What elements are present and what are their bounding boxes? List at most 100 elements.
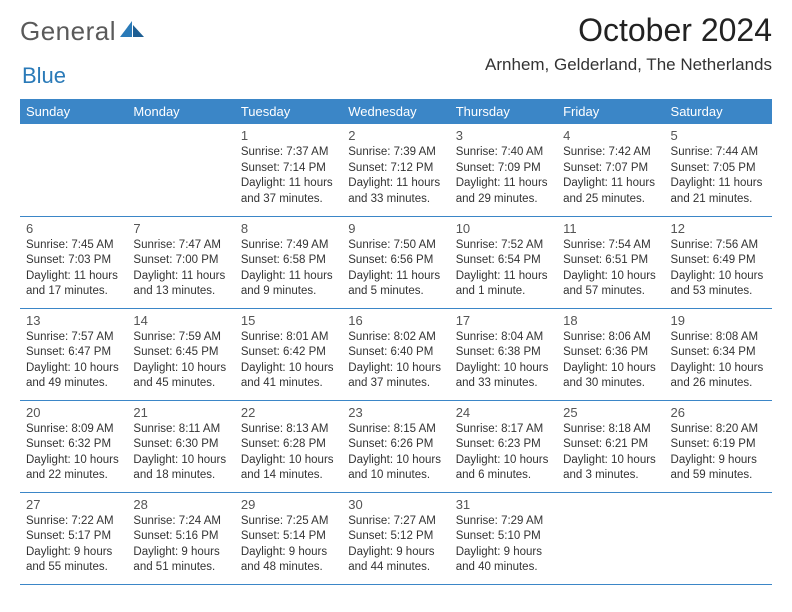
day-number: 22: [241, 405, 336, 420]
sunset-line: Sunset: 6:28 PM: [241, 437, 336, 453]
daylight-line: Daylight: 10 hours and 41 minutes.: [241, 361, 336, 392]
empty-cell: [665, 492, 772, 584]
day-number: 24: [456, 405, 551, 420]
daylight-line: Daylight: 10 hours and 18 minutes.: [133, 453, 228, 484]
daylight-line: Daylight: 10 hours and 33 minutes.: [456, 361, 551, 392]
sunrise-line: Sunrise: 7:25 AM: [241, 514, 336, 530]
sunrise-line: Sunrise: 7:59 AM: [133, 330, 228, 346]
daylight-line: Daylight: 9 hours and 44 minutes.: [348, 545, 443, 576]
sunrise-line: Sunrise: 8:01 AM: [241, 330, 336, 346]
sunrise-line: Sunrise: 8:13 AM: [241, 422, 336, 438]
logo-blue: Blue: [22, 63, 66, 89]
dayname-sat: Saturday: [665, 99, 772, 124]
week-row: 1Sunrise: 7:37 AMSunset: 7:14 PMDaylight…: [20, 124, 772, 216]
logo-general: General: [20, 16, 116, 47]
daylight-line: Daylight: 10 hours and 57 minutes.: [563, 269, 658, 300]
sunset-line: Sunset: 7:03 PM: [26, 253, 121, 269]
day-number: 20: [26, 405, 121, 420]
sunset-line: Sunset: 6:26 PM: [348, 437, 443, 453]
day-number: 15: [241, 313, 336, 328]
day-cell: 28Sunrise: 7:24 AMSunset: 5:16 PMDayligh…: [127, 492, 234, 584]
dayname-sun: Sunday: [20, 99, 127, 124]
daylight-line: Daylight: 10 hours and 6 minutes.: [456, 453, 551, 484]
day-cell: 25 Sunrise: 8:18 AMSunset: 6:21 PMDayligh…: [557, 400, 664, 492]
sunrise-line: Sunrise: 7:42 AM: [563, 145, 658, 161]
day-number: 31: [456, 497, 551, 512]
day-cell: 20Sunrise: 8:09 AMSunset: 6:32 PMDayligh…: [20, 400, 127, 492]
sunrise-line: Sunrise: 8:02 AM: [348, 330, 443, 346]
day-number: 4: [563, 128, 658, 143]
sunrise-line: Sunrise: 7:49 AM: [241, 238, 336, 254]
daylight-line: Daylight: 10 hours and 53 minutes.: [671, 269, 766, 300]
sunset-line: Sunset: 5:17 PM: [26, 529, 121, 545]
day-number: 25: [563, 405, 658, 420]
day-number: 26: [671, 405, 766, 420]
sunrise-line: Sunrise: 7:47 AM: [133, 238, 228, 254]
sunrise-line: Sunrise: 8:09 AM: [26, 422, 121, 438]
sunset-line: Sunset: 6:19 PM: [671, 437, 766, 453]
sunset-line: Sunset: 6:34 PM: [671, 345, 766, 361]
day-cell: 30Sunrise: 7:27 AMSunset: 5:12 PMDayligh…: [342, 492, 449, 584]
day-number: 12: [671, 221, 766, 236]
daylight-line: Daylight: 11 hours and 9 minutes.: [241, 269, 336, 300]
sunrise-line: Sunrise: 8:18 AM: [563, 422, 658, 438]
sunset-line: Sunset: 6:23 PM: [456, 437, 551, 453]
week-row: 13Sunrise: 7:57 AMSunset: 6:47 PMDayligh…: [20, 308, 772, 400]
daylight-line: Daylight: 11 hours and 25 minutes.: [563, 176, 658, 207]
sunrise-line: Sunrise: 7:45 AM: [26, 238, 121, 254]
day-number: 16: [348, 313, 443, 328]
sunrise-line: Sunrise: 7:57 AM: [26, 330, 121, 346]
daylight-line: Daylight: 11 hours and 1 minute.: [456, 269, 551, 300]
day-number: 23: [348, 405, 443, 420]
sunrise-line: Sunrise: 8:11 AM: [133, 422, 228, 438]
sunset-line: Sunset: 7:07 PM: [563, 161, 658, 177]
sunrise-line: Sunrise: 7:27 AM: [348, 514, 443, 530]
daylight-line: Daylight: 10 hours and 22 minutes.: [26, 453, 121, 484]
sunset-line: Sunset: 7:09 PM: [456, 161, 551, 177]
day-cell: 13Sunrise: 7:57 AMSunset: 6:47 PMDayligh…: [20, 308, 127, 400]
dayname-fri: Friday: [557, 99, 664, 124]
day-cell: 17Sunrise: 8:04 AMSunset: 6:38 PMDayligh…: [450, 308, 557, 400]
sunrise-line: Sunrise: 7:50 AM: [348, 238, 443, 254]
sunset-line: Sunset: 6:56 PM: [348, 253, 443, 269]
day-number: 19: [671, 313, 766, 328]
dayname-mon: Monday: [127, 99, 234, 124]
daylight-line: Daylight: 10 hours and 30 minutes.: [563, 361, 658, 392]
sunset-line: Sunset: 6:51 PM: [563, 253, 658, 269]
daylight-line: Daylight: 11 hours and 13 minutes.: [133, 269, 228, 300]
daylight-line: Daylight: 9 hours and 48 minutes.: [241, 545, 336, 576]
day-cell: 23Sunrise: 8:15 AMSunset: 6:26 PMDayligh…: [342, 400, 449, 492]
day-cell: 2Sunrise: 7:39 AMSunset: 7:12 PMDaylight…: [342, 124, 449, 216]
daylight-line: Daylight: 11 hours and 37 minutes.: [241, 176, 336, 207]
dayname-wed: Wednesday: [342, 99, 449, 124]
sunset-line: Sunset: 5:16 PM: [133, 529, 228, 545]
day-cell: 18Sunrise: 8:06 AMSunset: 6:36 PMDayligh…: [557, 308, 664, 400]
daylight-line: Daylight: 10 hours and 3 minutes.: [563, 453, 658, 484]
day-number: 14: [133, 313, 228, 328]
empty-cell: [20, 124, 127, 216]
sunset-line: Sunset: 7:00 PM: [133, 253, 228, 269]
empty-cell: [127, 124, 234, 216]
sunrise-line: Sunrise: 7:37 AM: [241, 145, 336, 161]
sunrise-line: Sunrise: 7:22 AM: [26, 514, 121, 530]
sunrise-line: Sunrise: 8:17 AM: [456, 422, 551, 438]
sunset-line: Sunset: 6:21 PM: [563, 437, 658, 453]
sunrise-line: Sunrise: 8:20 AM: [671, 422, 766, 438]
sunrise-line: Sunrise: 7:54 AM: [563, 238, 658, 254]
day-number: 5: [671, 128, 766, 143]
sunset-line: Sunset: 7:12 PM: [348, 161, 443, 177]
sunrise-line: Sunrise: 7:40 AM: [456, 145, 551, 161]
day-number: 27: [26, 497, 121, 512]
day-number: 8: [241, 221, 336, 236]
daylight-line: Daylight: 10 hours and 49 minutes.: [26, 361, 121, 392]
sunset-line: Sunset: 5:14 PM: [241, 529, 336, 545]
sunset-line: Sunset: 6:49 PM: [671, 253, 766, 269]
day-number: 11: [563, 221, 658, 236]
daylight-line: Daylight: 10 hours and 10 minutes.: [348, 453, 443, 484]
day-cell: 5Sunrise: 7:44 AMSunset: 7:05 PMDaylight…: [665, 124, 772, 216]
day-cell: 9Sunrise: 7:50 AMSunset: 6:56 PMDaylight…: [342, 216, 449, 308]
sunrise-line: Sunrise: 7:24 AM: [133, 514, 228, 530]
day-cell: 11 Sunrise: 7:54 AMSunset: 6:51 PMDayligh…: [557, 216, 664, 308]
day-cell: 1Sunrise: 7:37 AMSunset: 7:14 PMDaylight…: [235, 124, 342, 216]
week-row: 6Sunrise: 7:45 AMSunset: 7:03 PMDaylight…: [20, 216, 772, 308]
